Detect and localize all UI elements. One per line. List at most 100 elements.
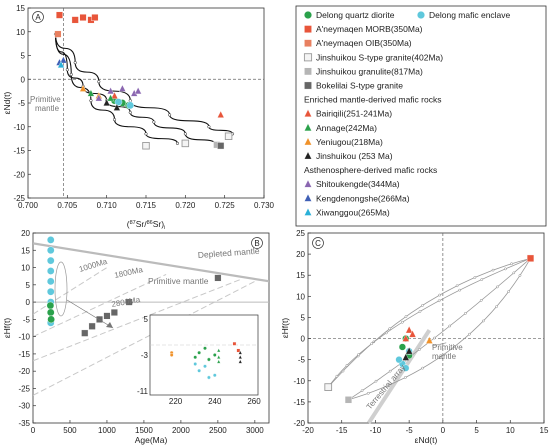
panel-c-y-tick-label: 5: [301, 313, 306, 322]
panel-c-curve-node: [510, 262, 513, 266]
panel-b-frame: [32, 232, 270, 424]
panel-b-inset-point-annage-242ma: [216, 348, 221, 353]
panel-c-mixing-curve: [348, 258, 531, 401]
panel-c-curve-node: [404, 376, 407, 379]
panel-b-y-tick-label: 15: [21, 246, 30, 255]
panel-b-y-tick-label: -5: [23, 315, 31, 324]
panel-b-point-delong-mafic-enclave: [46, 236, 55, 244]
panel-a-y-tick-label: -15: [13, 147, 25, 156]
panel-c-pm-label-2: mantle: [432, 352, 457, 361]
panel-b-point-delong-mafic-enclave: [46, 277, 55, 286]
panel-a-mixing-curves: [53, 32, 235, 148]
legend-marker-jinshuikou-s-type-granite-402ma: [303, 53, 313, 62]
panel-a-x-tick-label: 0.705: [57, 201, 78, 210]
panel-c-curve-node: [437, 356, 441, 360]
panel-c-curve-node: [507, 290, 510, 293]
panel-c-point-bairiqili-251-241ma: [402, 334, 410, 342]
panel-c-terrestrial-array: [367, 329, 432, 425]
panel-c-curve-node: [360, 389, 364, 393]
panel-b-inset-point-yeniugou-218ma: [169, 353, 174, 357]
panel-c-point-jinshuikou-granulite-817ma: [344, 396, 353, 404]
panel-c-curve-node: [370, 342, 374, 346]
panel-c-y-tick-label: 25: [296, 229, 305, 238]
panel-a-y-tick-label: 0: [21, 75, 26, 84]
panel-a-x-ticks: 0.700 0.705 0.710 0.715 0.720 0.725 0.730: [18, 195, 275, 210]
panel-c-mixing-curve: [327, 257, 531, 388]
panel-a-x-tick-label: 0.710: [97, 201, 118, 210]
panel-b-line-2800ma: [33, 279, 241, 362]
panel-b-x-tick-label: 500: [63, 426, 77, 435]
panel-c-curve-node: [418, 310, 422, 313]
panel-c-y-ticks: -20 -15 -10 -5 0 5 10 15 20 25: [293, 229, 311, 428]
panel-c-ylabel: εHf(t): [280, 318, 290, 338]
panel-b-2800-label: 2800Ma: [111, 295, 142, 309]
panel-a-x-tick-label: 0.730: [254, 201, 275, 210]
panel-b-x-tick-label: 1000: [98, 426, 116, 435]
panel-a-curve-node: [69, 72, 73, 77]
panel-b-point-delong-mafic-enclave: [46, 267, 55, 275]
panel-c-x-ticks: -20 -15 -10 -5 0 5 10 15: [302, 420, 549, 435]
panel-c-curve-node: [418, 348, 421, 351]
panel-c-curve-node: [385, 384, 389, 388]
panel-b-point-granite-samples: [110, 308, 118, 316]
panel-a-curve-node: [65, 68, 69, 72]
panel-a-y-tick-label: -5: [18, 99, 26, 108]
panel-c-y-tick-label: 0: [301, 335, 306, 344]
panel-b-y-tick-label: -30: [18, 402, 30, 411]
panel-a-xlabel: (87Sr/86Sr)i: [127, 219, 166, 231]
panel-a-pm-label-2: mantle: [35, 104, 60, 113]
panel-b-inset-point-delong-quartz-diorite: [197, 350, 202, 355]
panel-a-point-shitoukengde-344ma: [134, 86, 142, 95]
panel-a-point-delong-mafic-enclave: [114, 98, 123, 106]
legend-label-bokelilai-s-type-granite: Bokelilai S-type granite: [316, 81, 403, 91]
panel-a-point-bokelilai-s-type-granite: [217, 142, 225, 150]
panel-a-mixing-curve: [54, 34, 234, 134]
panel-a-curve-node: [175, 141, 180, 145]
panel-c-pm-pointer: [431, 342, 447, 347]
panel-b-line-1000ma: [33, 267, 108, 315]
panel-a-reference-lines: [28, 8, 264, 198]
panel-c-curve-node: [481, 319, 485, 323]
panel-b-line-1800ma: [33, 274, 167, 338]
panel-b-inset-point-delong-mafic-enclave: [203, 364, 207, 369]
panel-b-y-tick-label: -15: [18, 350, 30, 359]
panel-c-y-tick-label: 20: [296, 250, 305, 259]
panel-a-y-tick-label: -20: [13, 170, 25, 179]
panel-b-inset: 220 240 260 -11 -3 5: [137, 315, 261, 406]
panel-a-point-annage-242ma: [87, 89, 95, 97]
panel-b-y-tick-label: 0: [26, 298, 31, 307]
panel-b-inset-x-tick-label: 220: [169, 397, 183, 406]
panel-b-inset-point-jinshuikou-253-ma: [238, 354, 243, 359]
panel-a-point-shitoukengde-344ma: [95, 94, 103, 102]
panel-c-point-bairiqili-251-241ma: [405, 325, 413, 334]
panel-b-pm-label: Primitive mantle: [148, 276, 209, 286]
panel-c-x-tick-label: 15: [540, 426, 549, 435]
panel-c-y-tick-label: -15: [293, 398, 305, 407]
panel-c-y-tick-label: 15: [296, 271, 305, 280]
panel-c-point-yeniugou-218ma: [425, 336, 434, 344]
panel-c-curve-node: [366, 391, 370, 395]
panel-a-point-a-neymaqen-morb-350ma: [71, 16, 79, 24]
panel-c-curve-node: [473, 276, 477, 279]
panel-c-point-delong-quartz-diorite: [398, 343, 407, 351]
panel-a-curve-node: [112, 118, 117, 122]
panel-b-x-ticks: 0 500 1000 1500 2000 2500 3000: [31, 420, 264, 435]
panel-c-point-jinshuikou-s-type-granite-402ma: [324, 383, 333, 391]
panel-c-x-tick-label: -20: [302, 426, 314, 435]
panel-a-point-jinshuikou-s-type-granite-402ma: [142, 141, 150, 150]
panel-b: 220 240 260-11-35 0 500 1000 1500 2000 2500 3000…: [2, 229, 270, 445]
panel-c-point-jinshuikou-253-ma: [402, 353, 410, 361]
panel-b-dm-label: Depleted mantle: [197, 246, 260, 260]
panel-c-curve-node: [518, 274, 522, 277]
panel-c-curve-node: [401, 320, 404, 324]
panel-c-curve-node: [335, 374, 339, 378]
panel-a-point-shitoukengde-344ma: [118, 84, 126, 92]
panel-c-y-tick-label: 10: [296, 292, 305, 301]
panel-a-curve-node: [152, 120, 156, 124]
panel-c-curve-node: [479, 299, 483, 302]
legend-label-delong-quartz-diorite: Delong quartz diorite: [316, 10, 395, 20]
panel-c-curve-node: [438, 293, 442, 297]
panel-c-x-tick-label: -15: [336, 426, 348, 435]
panel-b-point-granite-samples: [103, 312, 111, 320]
panel-b-1800-label: 1800Ma: [114, 265, 145, 280]
